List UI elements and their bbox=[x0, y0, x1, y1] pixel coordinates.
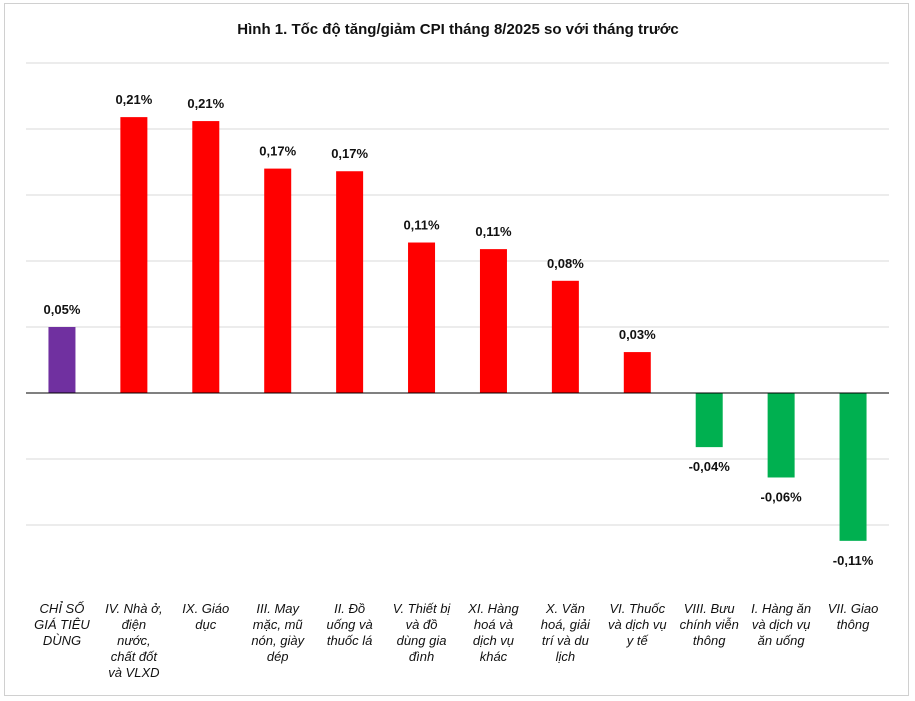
value-label-11: -0,06% bbox=[761, 489, 803, 504]
category-label-4: III. May mặc, mũ nón, giày dép bbox=[251, 601, 305, 664]
category-label-8: X. Văn hoá, giải trí và du lịch bbox=[541, 601, 591, 664]
bar-11 bbox=[767, 393, 795, 478]
category-label-2: IV. Nhà ở, điện nước, chất đốt và VLXD bbox=[105, 601, 162, 680]
bar-3 bbox=[192, 121, 220, 393]
bar-2 bbox=[120, 117, 148, 394]
category-label-10: VIII. Bưu chính viễn thông bbox=[680, 601, 739, 648]
chart-title: Hình 1. Tốc độ tăng/giảm CPI tháng 8/202… bbox=[237, 21, 678, 38]
category-label-12: VII. Giao thông bbox=[828, 601, 879, 632]
category-label-1: CHỈ SỐ GIÁ TIÊU DÙNG bbox=[34, 601, 90, 648]
category-label-6: V. Thiết bị và đồ dùng gia đình bbox=[393, 601, 452, 664]
value-label-9: 0,03% bbox=[619, 327, 656, 342]
value-labels: 0,05% 0,21% 0,21% 0,17% 0,17% 0,11% 0,11% 0,08%… bbox=[44, 92, 874, 568]
value-label-7: 0,11% bbox=[475, 224, 512, 239]
value-label-4: 0,17% bbox=[259, 144, 296, 159]
bar-10 bbox=[695, 393, 723, 448]
value-label-6: 0,11% bbox=[403, 218, 440, 233]
chart-frame bbox=[4, 3, 909, 696]
value-label-5: 0,17% bbox=[331, 146, 368, 161]
value-label-12: -0,11% bbox=[833, 553, 874, 568]
bar-5 bbox=[336, 171, 364, 393]
category-label-3: IX. Giáo dục bbox=[182, 601, 229, 632]
value-label-10: -0,04% bbox=[689, 459, 731, 474]
bar-8 bbox=[551, 280, 579, 393]
gridlines bbox=[26, 62, 889, 526]
category-label-7: XI. Hàng hoá và dịch vụ khác bbox=[467, 601, 519, 664]
bar-7 bbox=[479, 249, 507, 393]
value-label-2: 0,21% bbox=[115, 92, 152, 107]
category-label-5: II. Đồ uống và thuốc lá bbox=[326, 601, 372, 648]
bar-12 bbox=[839, 393, 867, 541]
category-label-11: I. Hàng ăn và dịch vụ ăn uống bbox=[751, 601, 811, 648]
category-labels: CHỈ SỐ GIÁ TIÊU DÙNG IV. Nhà ở, điện nước, chấ… bbox=[34, 601, 878, 680]
bar-6 bbox=[408, 242, 436, 393]
category-label-9: VI. Thuốc và dịch vụ y tế bbox=[608, 601, 667, 648]
value-label-1: 0,05% bbox=[44, 302, 81, 317]
value-label-8: 0,08% bbox=[547, 256, 584, 271]
bars bbox=[48, 117, 867, 541]
value-label-3: 0,21% bbox=[187, 96, 224, 111]
bar-9 bbox=[623, 352, 651, 393]
bar-1 bbox=[48, 327, 76, 393]
bar-4 bbox=[264, 168, 292, 393]
